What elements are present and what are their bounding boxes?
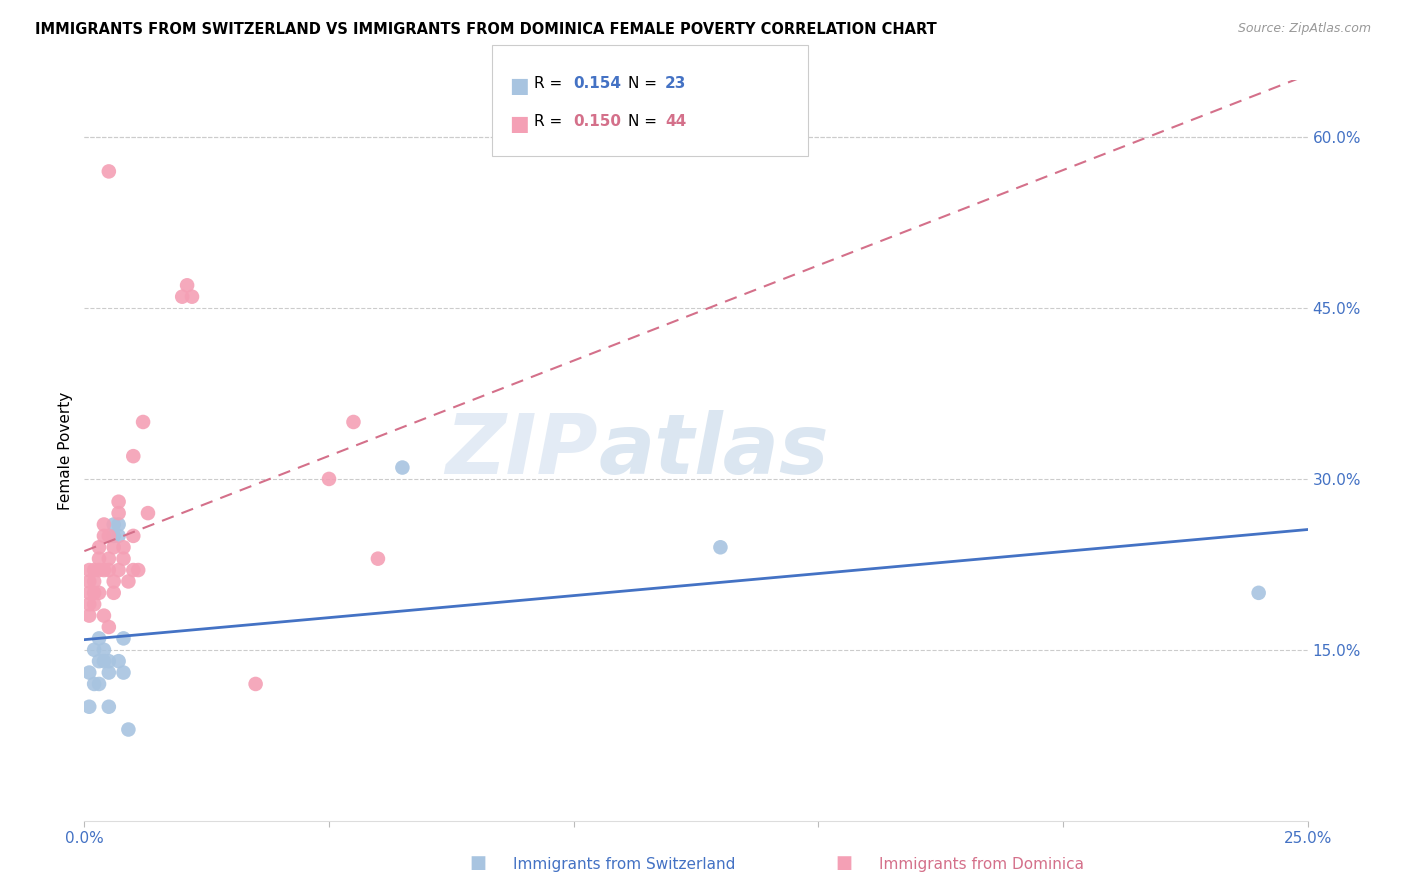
- Point: [83, 574, 105, 589]
- Point: [87, 677, 110, 691]
- Point: [107, 494, 129, 508]
- Text: ■: ■: [509, 114, 529, 134]
- Text: N =: N =: [628, 114, 662, 129]
- Point: [97, 529, 120, 543]
- Point: [107, 529, 129, 543]
- Point: [87, 654, 110, 668]
- Point: [93, 529, 115, 543]
- Point: [176, 278, 198, 293]
- Point: [87, 541, 110, 555]
- Point: [136, 506, 159, 520]
- Point: [245, 677, 267, 691]
- Point: [97, 699, 120, 714]
- Point: [93, 642, 115, 657]
- Point: [83, 563, 105, 577]
- Point: [93, 517, 115, 532]
- Point: [112, 551, 135, 566]
- Text: IMMIGRANTS FROM SWITZERLAND VS IMMIGRANTS FROM DOMINICA FEMALE POVERTY CORRELATI: IMMIGRANTS FROM SWITZERLAND VS IMMIGRANT…: [35, 22, 936, 37]
- Point: [77, 574, 100, 589]
- Point: [117, 574, 139, 589]
- Point: [103, 529, 125, 543]
- Point: [77, 608, 100, 623]
- Point: [117, 723, 139, 737]
- Text: 0.150: 0.150: [574, 114, 621, 129]
- Point: [112, 665, 135, 680]
- Point: [83, 642, 105, 657]
- Point: [391, 460, 413, 475]
- Point: [122, 529, 145, 543]
- Point: [93, 563, 115, 577]
- Point: [87, 551, 110, 566]
- Text: Immigrants from Switzerland: Immigrants from Switzerland: [513, 857, 735, 872]
- Point: [103, 541, 125, 555]
- Point: [77, 665, 100, 680]
- Text: N =: N =: [628, 76, 662, 91]
- Point: [97, 654, 120, 668]
- Point: [97, 551, 120, 566]
- Point: [103, 574, 125, 589]
- Text: Source: ZipAtlas.com: Source: ZipAtlas.com: [1237, 22, 1371, 36]
- Text: R =: R =: [534, 114, 568, 129]
- Text: ■: ■: [835, 855, 852, 872]
- Y-axis label: Female Poverty: Female Poverty: [58, 392, 73, 509]
- Point: [87, 632, 110, 646]
- Point: [77, 563, 100, 577]
- Point: [107, 517, 129, 532]
- Text: 44: 44: [665, 114, 686, 129]
- Point: [122, 449, 145, 463]
- Point: [93, 608, 115, 623]
- Point: [1247, 586, 1270, 600]
- Point: [103, 586, 125, 600]
- Point: [122, 563, 145, 577]
- Point: [93, 654, 115, 668]
- Point: [83, 677, 105, 691]
- Point: [127, 563, 149, 577]
- Text: 23: 23: [665, 76, 686, 91]
- Point: [107, 654, 129, 668]
- Point: [97, 164, 120, 178]
- Point: [172, 290, 194, 304]
- Point: [83, 597, 105, 611]
- Point: [342, 415, 364, 429]
- Point: [318, 472, 340, 486]
- Point: [103, 517, 125, 532]
- Point: [83, 586, 105, 600]
- Point: [87, 563, 110, 577]
- Text: ■: ■: [509, 76, 529, 95]
- Point: [97, 665, 120, 680]
- Text: ■: ■: [470, 855, 486, 872]
- Point: [77, 586, 100, 600]
- Point: [112, 632, 135, 646]
- Point: [132, 415, 155, 429]
- Point: [709, 541, 731, 555]
- Point: [367, 551, 389, 566]
- Point: [107, 506, 129, 520]
- Point: [97, 620, 120, 634]
- Point: [181, 290, 204, 304]
- Point: [77, 699, 100, 714]
- Text: R =: R =: [534, 76, 568, 91]
- Text: ZIP: ZIP: [446, 410, 598, 491]
- Text: atlas: atlas: [598, 410, 828, 491]
- Point: [77, 597, 100, 611]
- Point: [97, 563, 120, 577]
- Text: 0.154: 0.154: [574, 76, 621, 91]
- Point: [112, 541, 135, 555]
- Point: [107, 563, 129, 577]
- Point: [87, 586, 110, 600]
- Text: Immigrants from Dominica: Immigrants from Dominica: [879, 857, 1084, 872]
